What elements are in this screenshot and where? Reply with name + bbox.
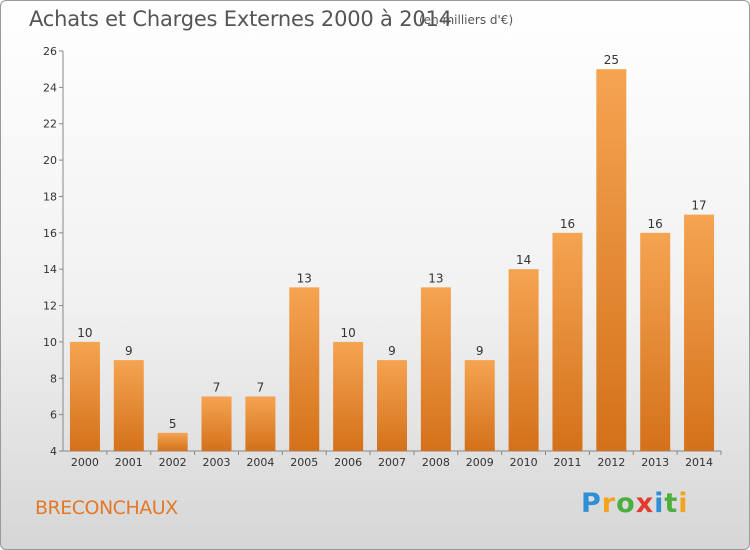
x-tick-label: 2010 (510, 456, 538, 469)
bar (245, 396, 276, 451)
y-tick-label: 4 (50, 445, 57, 458)
logo-letter: i (678, 488, 689, 519)
bar-value-label: 5 (169, 417, 177, 431)
x-tick-label: 2011 (553, 456, 581, 469)
bar (157, 432, 188, 451)
x-tick-label: 2009 (466, 456, 494, 469)
bar-value-label: 10 (77, 326, 92, 340)
bar-value-label: 7 (213, 380, 221, 394)
logo-letter: x (635, 488, 655, 519)
x-tick-label: 2012 (597, 456, 625, 469)
bar-value-label: 16 (648, 217, 663, 231)
x-tick-label: 2008 (422, 456, 450, 469)
bar (289, 287, 320, 451)
x-tick-label: 2007 (378, 456, 406, 469)
town-name: BRECONCHAUX (35, 497, 178, 519)
y-tick-label: 18 (43, 190, 57, 203)
proxiti-logo: Proxiti (581, 488, 689, 519)
bar (420, 287, 451, 451)
bar-value-label: 25 (604, 53, 619, 67)
bar (377, 360, 407, 451)
bar (69, 341, 100, 451)
bar (113, 360, 144, 451)
bar (640, 232, 671, 451)
bar (333, 341, 364, 451)
bar-value-label: 13 (428, 271, 443, 285)
y-tick-label: 10 (43, 336, 57, 349)
bar-value-label: 17 (691, 199, 706, 213)
logo-letter: t (664, 488, 679, 519)
x-axis: 2000 2001 2002 2003 2004 2005 2006 2007 2008 2009… (63, 450, 722, 469)
bar (552, 232, 583, 451)
logo-letter: i (654, 488, 665, 519)
x-tick-label: 2014 (685, 456, 713, 469)
x-tick-label: 2013 (641, 456, 669, 469)
bars: 10 9 5 7 7 13 10 9 13 9 14 16 25 16 17 (69, 53, 715, 451)
chart-subtitle: (en milliers d'€) (419, 13, 514, 27)
bar-value-label: 10 (340, 326, 355, 340)
bar (596, 69, 627, 451)
bar-value-label: 14 (516, 253, 531, 267)
y-tick-label: 8 (50, 372, 57, 385)
y-tick-label: 24 (43, 81, 57, 94)
bar-value-label: 13 (297, 271, 312, 285)
x-tick-label: 2002 (159, 456, 187, 469)
bar (684, 214, 715, 451)
bar-value-label: 16 (560, 217, 575, 231)
x-tick-label: 2005 (290, 456, 318, 469)
y-tick-label: 16 (43, 227, 57, 240)
bar-value-label: 9 (125, 344, 133, 358)
bar-value-label: 7 (257, 380, 265, 394)
y-tick-label: 14 (43, 263, 57, 276)
bar-value-label: 9 (476, 344, 484, 358)
y-tick-label: 6 (50, 409, 57, 422)
bar (508, 269, 539, 451)
chart-title: Achats et Charges Externes 2000 à 2014 (29, 7, 452, 31)
logo-letter: o (616, 488, 636, 519)
x-tick-label: 2004 (246, 456, 274, 469)
bar (201, 396, 232, 451)
y-tick-label: 26 (43, 45, 57, 58)
x-tick-label: 2003 (203, 456, 231, 469)
x-tick-label: 2000 (71, 456, 99, 469)
bar (464, 360, 495, 451)
y-tick-label: 12 (43, 300, 57, 313)
bar-value-label: 9 (388, 344, 396, 358)
x-tick-label: 2001 (115, 456, 143, 469)
logo-letter: P (581, 488, 602, 519)
x-tick-label: 2006 (334, 456, 362, 469)
y-tick-label: 20 (43, 154, 57, 167)
logo-letter: r (601, 488, 617, 519)
y-axis: 4 6 8 10 12 14 16 18 20 22 24 26 (43, 45, 64, 458)
y-tick-label: 22 (43, 118, 57, 131)
